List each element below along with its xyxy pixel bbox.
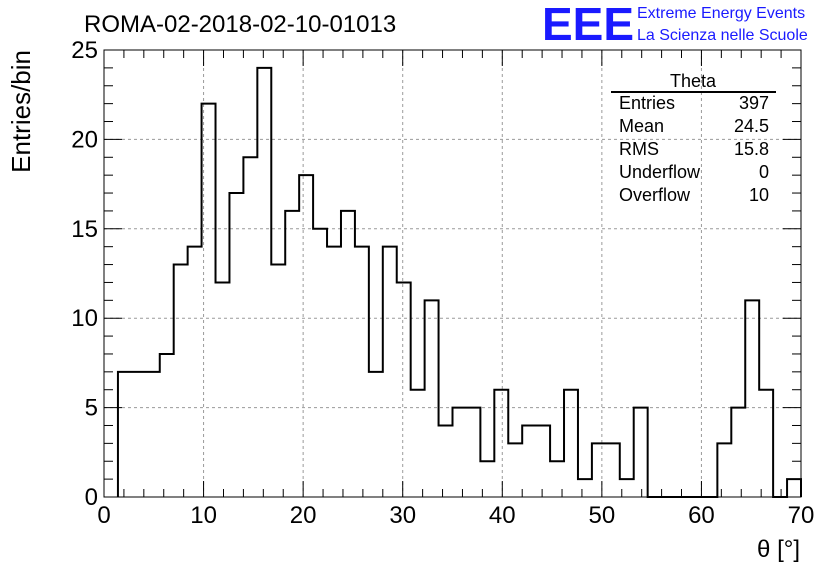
stats-value: 24.5 <box>734 116 769 136</box>
y-tick-labels: 0 5 10 15 20 25 <box>71 37 98 511</box>
x-tick-label: 20 <box>290 502 317 529</box>
stats-title: Theta <box>670 71 717 91</box>
x-axis-label: θ [°] <box>757 536 800 563</box>
stats-value: 0 <box>759 162 769 182</box>
x-tick-label: 30 <box>389 502 416 529</box>
y-tick-label: 0 <box>85 484 98 511</box>
x-tick-label: 60 <box>688 502 715 529</box>
y-tick-label: 10 <box>71 305 98 332</box>
x-tick-label: 10 <box>190 502 217 529</box>
y-tick-label: 25 <box>71 37 98 64</box>
y-tick-label: 15 <box>71 216 98 243</box>
stats-rows: Entries 397 Mean 24.5 RMS 15.8 Underflow 0 Overf… <box>619 93 769 205</box>
grid-lines <box>104 50 801 497</box>
y-axis-label: Entries/bin <box>6 50 36 173</box>
stats-label: Overflow <box>619 185 691 205</box>
x-tick-labels: 0 10 20 30 40 50 60 70 <box>97 502 814 529</box>
y-tick-label: 20 <box>71 126 98 153</box>
branding-line-2: La Scienza nelle Scuole <box>637 27 808 44</box>
stats-box: Theta Entries 397 Mean 24.5 RMS 15.8 Underflow… <box>611 71 776 205</box>
histogram-outline <box>116 66 802 498</box>
x-tick-label: 0 <box>97 502 110 529</box>
stats-label: Underflow <box>619 162 701 182</box>
branding-line-1: Extreme Energy Events <box>637 5 805 22</box>
plot-frame <box>103 49 802 498</box>
stats-label: Mean <box>619 116 664 136</box>
stats-value: 10 <box>749 185 769 205</box>
x-tick-label: 40 <box>489 502 516 529</box>
x-tick-label: 50 <box>589 502 616 529</box>
chart-title: ROMA-02-2018-02-10-01013 <box>84 11 396 38</box>
stats-label: Entries <box>619 93 675 113</box>
stats-value: 397 <box>739 93 769 113</box>
x-tick-label: 70 <box>788 502 815 529</box>
stats-label: RMS <box>619 139 659 159</box>
y-tick-label: 5 <box>85 395 98 422</box>
axis-ticks <box>103 49 802 498</box>
stats-value: 15.8 <box>734 139 769 159</box>
eee-logo: EEE <box>542 0 634 50</box>
